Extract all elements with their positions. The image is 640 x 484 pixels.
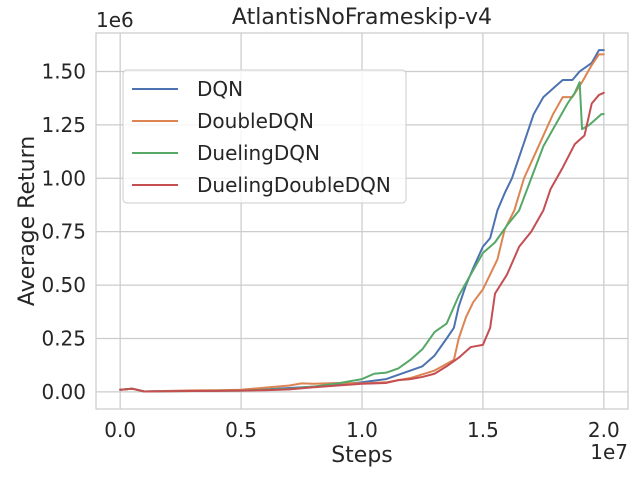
legend-label: DuelingDQN <box>197 141 320 165</box>
legend-label: DQN <box>197 77 243 101</box>
y-tick-label: 1.50 <box>41 59 86 83</box>
legend-label: DoubleDQN <box>197 109 314 133</box>
y-tick-label: 0.50 <box>41 273 86 297</box>
legend-label: DuelingDoubleDQN <box>197 173 391 197</box>
x-offset-label: 1e7 <box>590 440 628 464</box>
y-tick-label: 0.75 <box>41 220 86 244</box>
y-tick-label: 0.25 <box>41 327 86 351</box>
y-tick-label: 1.25 <box>41 113 86 137</box>
chart-title: AtlantisNoFrameskip-v4 <box>232 5 492 30</box>
series-line-3 <box>119 91 605 393</box>
x-tick-labels: 0.0 0.5 1.0 1.5 2.0 <box>104 418 619 442</box>
x-tick-label: 1.5 <box>467 418 499 442</box>
y-tick-label: 1.00 <box>41 166 86 190</box>
x-tick-label: 0.5 <box>225 418 257 442</box>
legend: DQN DoubleDQN DuelingDQN DuelingDoubleDQN <box>122 69 407 204</box>
plot-frame <box>95 32 629 410</box>
legend-box <box>122 69 407 204</box>
x-tick-label: 1.0 <box>346 418 378 442</box>
y-axis-label: Average Return <box>15 136 40 306</box>
y-tick-labels: 0.00 0.25 0.50 0.75 1.00 1.25 1.50 <box>41 59 86 403</box>
y-offset-label: 1e6 <box>96 8 134 32</box>
x-tick-label: 2.0 <box>588 418 620 442</box>
y-tick-label: 0.00 <box>41 380 86 404</box>
series-lines <box>119 49 605 393</box>
x-tick-label: 0.0 <box>104 418 136 442</box>
x-axis-label: Steps <box>331 443 393 468</box>
